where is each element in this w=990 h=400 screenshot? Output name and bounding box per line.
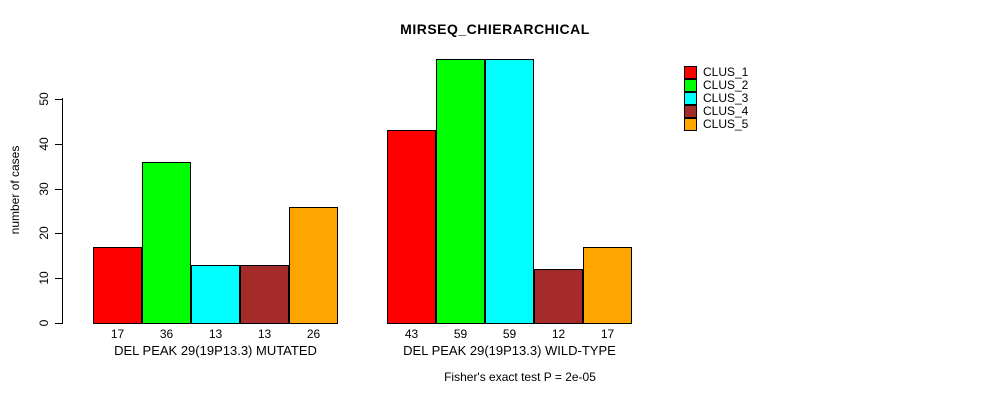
y-tick-mark — [55, 278, 62, 279]
group-label: DEL PEAK 29(19P13.3) WILD-TYPE — [403, 343, 616, 358]
bar-clus_3-group1 — [191, 265, 240, 324]
y-tick-mark — [55, 189, 62, 190]
y-axis-line — [62, 98, 63, 324]
bar-clus_1-group2 — [387, 130, 436, 324]
y-tick-mark — [55, 144, 62, 145]
bar-clus_1-group1 — [93, 247, 142, 324]
legend-label: CLUS_3 — [703, 91, 749, 105]
y-tick-mark — [55, 323, 62, 324]
bar-value-label: 36 — [159, 327, 174, 341]
y-axis-label: number of cases — [8, 145, 22, 235]
legend-row: CLUS_3 — [684, 92, 748, 105]
y-tick-label: 0 — [37, 319, 51, 327]
legend-label: CLUS_1 — [703, 65, 749, 79]
legend-label: CLUS_2 — [703, 78, 749, 92]
legend-row: CLUS_4 — [684, 105, 748, 118]
bar-value-label: 43 — [404, 327, 419, 341]
y-tick-label: 30 — [37, 182, 51, 196]
y-tick-label: 20 — [37, 226, 51, 240]
bar-value-label: 12 — [551, 327, 566, 341]
bar-clus_5-group2 — [583, 247, 632, 324]
y-tick-mark — [55, 233, 62, 234]
y-tick-label: 50 — [37, 92, 51, 106]
bar-clus_5-group1 — [289, 207, 338, 324]
bar-clus_3-group2 — [485, 59, 534, 324]
y-tick-label: 40 — [37, 137, 51, 151]
legend-row: CLUS_5 — [684, 118, 748, 131]
legend-row: CLUS_2 — [684, 79, 748, 92]
bar-value-label: 17 — [600, 327, 615, 341]
legend-swatch-clus_4 — [684, 105, 697, 118]
legend-swatch-clus_1 — [684, 66, 697, 79]
group-label: DEL PEAK 29(19P13.3) MUTATED — [114, 343, 317, 358]
bar-value-label: 13 — [257, 327, 272, 341]
bar-clus_2-group2 — [436, 59, 485, 324]
legend-label: CLUS_5 — [703, 117, 749, 131]
bar-clus_4-group2 — [534, 269, 583, 324]
y-tick-label: 10 — [37, 271, 51, 285]
legend-label: CLUS_4 — [703, 104, 749, 118]
bar-value-label: 26 — [306, 327, 321, 341]
bar-value-label: 13 — [208, 327, 223, 341]
bar-value-label: 17 — [110, 327, 125, 341]
chart-title: MIRSEQ_CHIERARCHICAL — [400, 21, 590, 37]
bar-clus_2-group1 — [142, 162, 191, 324]
legend-swatch-clus_2 — [684, 79, 697, 92]
bar-value-label: 59 — [502, 327, 517, 341]
legend-swatch-clus_5 — [684, 118, 697, 131]
y-tick-mark — [55, 99, 62, 100]
footer-annotation: Fisher's exact test P = 2e-05 — [444, 370, 596, 384]
legend: CLUS_1 CLUS_2 CLUS_3 CLUS_4 CLUS_5 — [684, 66, 748, 131]
legend-swatch-clus_3 — [684, 92, 697, 105]
bar-clus_4-group1 — [240, 265, 289, 324]
bar-value-label: 59 — [453, 327, 468, 341]
legend-row: CLUS_1 — [684, 66, 748, 79]
